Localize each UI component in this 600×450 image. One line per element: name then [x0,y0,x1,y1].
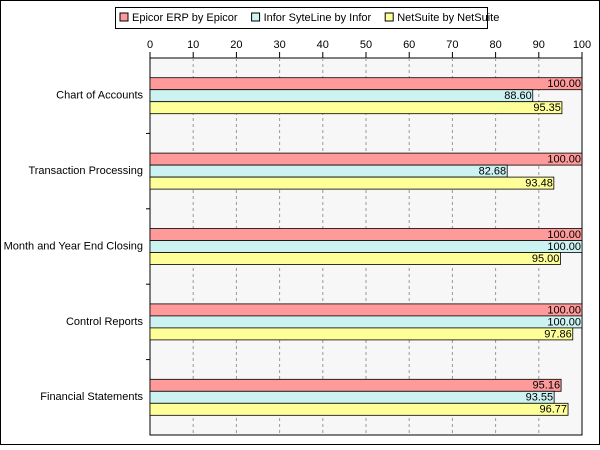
value-label: 100.00 [547,316,581,328]
value-label: 95.35 [533,102,561,114]
x-tick-label: 70 [446,39,458,51]
value-label: 100.00 [547,241,581,253]
value-label: 95.16 [533,380,561,392]
bar [149,152,583,166]
bar [149,240,583,253]
x-tick-label: 60 [403,39,415,51]
y-tick-label: Transaction Processing [28,165,143,177]
y-tick-label: Control Reports [66,316,144,328]
bar [149,315,583,329]
y-tick-label: Month and Year End Closing [4,240,143,252]
value-label: 93.55 [526,392,554,404]
value-label: 100.00 [547,304,581,316]
bar [149,327,574,341]
value-label: 96.77 [540,404,568,416]
value-label: 95.00 [532,253,560,265]
legend-swatch [251,12,261,22]
bar [149,390,555,404]
bar [149,378,562,392]
value-label: 100.00 [547,154,581,166]
x-tick-label: 50 [360,39,372,51]
legend-label: NetSuite by NetSuite [397,12,499,24]
bar [149,89,534,103]
legend-label: Epicor ERP by Epicor [132,12,238,24]
value-label: 100.00 [547,229,581,241]
y-tick-label: Chart of Accounts [56,90,143,102]
bar [149,77,583,91]
bar [149,101,563,115]
value-label: 93.48 [525,178,553,190]
bar [149,228,583,241]
value-label: 82.68 [479,166,507,178]
bar [149,303,583,317]
bar [149,252,561,265]
value-label: 97.86 [544,328,572,340]
bar [149,164,508,178]
value-label: 88.60 [504,90,532,102]
value-label: 100.00 [547,78,581,90]
legend-swatch [384,12,394,22]
bar [149,176,555,190]
x-tick-label: 80 [489,39,501,51]
bar [149,402,569,416]
legend-label: Infor SyteLine by Infor [264,12,372,24]
x-tick-label: 20 [230,39,242,51]
x-tick-label: 100 [573,39,591,51]
legend [115,7,488,29]
x-tick-label: 30 [273,39,285,51]
x-tick-label: 40 [317,39,329,51]
x-tick-label: 10 [187,39,199,51]
x-tick-label: 0 [147,39,153,51]
x-tick-label: 90 [533,39,545,51]
y-tick-label: Financial Statements [40,391,143,403]
legend-swatch [119,12,129,22]
